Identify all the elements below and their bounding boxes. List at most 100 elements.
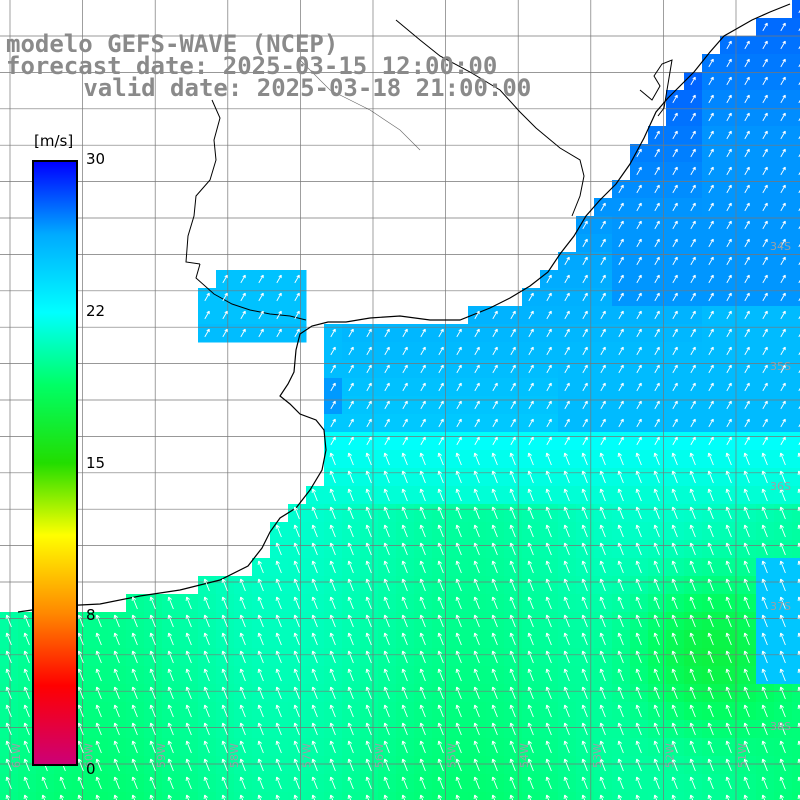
wind-speed-cell bbox=[378, 792, 397, 800]
wind-arrow bbox=[95, 704, 102, 718]
wind-arrow bbox=[527, 794, 532, 800]
wind-arrow bbox=[473, 614, 480, 628]
longitude-label: 55W bbox=[446, 743, 459, 768]
wind-arrow bbox=[365, 542, 372, 556]
wind-arrow bbox=[599, 506, 606, 520]
wind-arrow bbox=[726, 364, 732, 374]
wind-arrow bbox=[617, 614, 624, 628]
wind-arrow bbox=[276, 292, 282, 302]
wind-arrow bbox=[707, 578, 714, 592]
wind-arrow bbox=[762, 382, 768, 392]
wind-arrow bbox=[707, 722, 714, 736]
wind-speed-cell bbox=[648, 792, 667, 800]
wind-arrow bbox=[509, 470, 516, 484]
wind-arrow bbox=[311, 740, 318, 754]
wind-arrow bbox=[635, 524, 642, 538]
wind-arrow bbox=[347, 704, 354, 718]
wind-arrow bbox=[419, 542, 426, 556]
wind-speed-cell bbox=[630, 792, 649, 800]
wind-arrow bbox=[473, 704, 480, 718]
wind-arrow bbox=[581, 452, 588, 466]
wind-arrow bbox=[563, 542, 570, 556]
wind-arrow bbox=[690, 400, 696, 410]
wind-arrow bbox=[690, 382, 696, 392]
wind-arrow bbox=[437, 686, 444, 700]
wind-arrow bbox=[762, 130, 768, 140]
wind-arrow bbox=[564, 382, 570, 392]
wind-arrow bbox=[600, 400, 606, 410]
wind-arrow bbox=[330, 364, 336, 374]
wind-arrow bbox=[672, 112, 678, 122]
wind-arrow bbox=[635, 470, 642, 484]
wind-arrow bbox=[383, 470, 390, 484]
wind-arrow bbox=[707, 614, 714, 628]
color-scale-tick-22: 22 bbox=[86, 302, 106, 320]
wind-arrow bbox=[329, 524, 336, 538]
wind-arrow bbox=[599, 794, 604, 800]
wind-arrow bbox=[780, 382, 786, 392]
wind-speed-cell bbox=[252, 792, 271, 800]
wind-arrow bbox=[636, 256, 642, 266]
wind-speed-cell bbox=[792, 396, 800, 415]
wind-arrow bbox=[329, 650, 336, 664]
wind-speed-cell bbox=[792, 486, 800, 505]
wind-arrow bbox=[581, 686, 588, 700]
wind-arrow bbox=[366, 418, 372, 428]
wind-arrow bbox=[311, 614, 318, 628]
wind-arrow bbox=[329, 470, 336, 484]
wind-arrow bbox=[204, 310, 210, 320]
wind-arrow bbox=[708, 418, 714, 428]
wind-arrow bbox=[707, 758, 714, 772]
wind-speed-cell bbox=[792, 594, 800, 613]
wind-arrow bbox=[653, 740, 660, 754]
wind-arrow bbox=[419, 758, 426, 772]
wind-arrow bbox=[438, 364, 444, 374]
wind-arrow bbox=[672, 202, 678, 212]
wind-arrow bbox=[725, 488, 732, 502]
wind-arrow bbox=[347, 560, 354, 574]
wind-arrow bbox=[617, 794, 622, 800]
wind-arrow bbox=[222, 310, 228, 320]
wind-arrow bbox=[221, 578, 228, 592]
wind-arrow bbox=[275, 758, 282, 772]
wind-arrow bbox=[402, 328, 408, 338]
longitude-label: 60W bbox=[83, 743, 96, 768]
wind-arrow bbox=[131, 668, 138, 682]
wind-arrow bbox=[653, 596, 660, 610]
wind-arrow bbox=[23, 632, 30, 646]
wind-arrow bbox=[654, 292, 660, 302]
wind-arrow bbox=[635, 686, 642, 700]
wind-arrow bbox=[653, 506, 660, 520]
wind-arrow bbox=[77, 650, 84, 664]
wind-arrow bbox=[564, 292, 570, 302]
wind-arrow bbox=[149, 668, 156, 682]
wind-arrow bbox=[492, 346, 498, 356]
wind-arrow bbox=[131, 596, 138, 610]
wind-arrow bbox=[762, 292, 768, 302]
wind-arrow bbox=[203, 686, 210, 700]
wind-arrow bbox=[725, 470, 732, 484]
wind-arrow bbox=[744, 94, 750, 104]
wind-arrow bbox=[618, 328, 624, 338]
wind-arrow bbox=[95, 614, 102, 628]
wind-arrow bbox=[402, 382, 408, 392]
wind-arrow bbox=[221, 704, 228, 718]
wind-arrow bbox=[689, 704, 696, 718]
wind-arrow bbox=[618, 364, 624, 374]
wind-arrow bbox=[456, 382, 462, 392]
wind-arrow bbox=[95, 740, 102, 754]
wind-arrow bbox=[744, 220, 750, 230]
wind-arrow bbox=[509, 614, 516, 628]
wind-arrow bbox=[293, 776, 300, 790]
wind-arrow bbox=[780, 364, 786, 374]
wind-arrow bbox=[780, 310, 786, 320]
wind-arrow bbox=[456, 364, 462, 374]
wind-arrow bbox=[257, 740, 264, 754]
wind-arrow bbox=[780, 436, 786, 446]
wind-speed-cell bbox=[792, 108, 800, 127]
wind-arrow bbox=[509, 596, 516, 610]
wind-arrow bbox=[654, 328, 660, 338]
wind-arrow bbox=[708, 238, 714, 248]
river-plate-shore bbox=[195, 263, 307, 321]
wind-arrow bbox=[527, 776, 534, 790]
